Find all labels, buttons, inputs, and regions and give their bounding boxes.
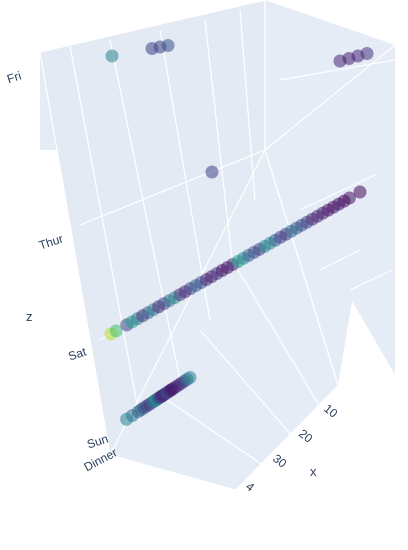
grid-line-vertical-4 xyxy=(204,19,233,261)
grid-line-right-0 xyxy=(264,44,396,151)
grid-lines xyxy=(39,0,396,491)
data-point-thur xyxy=(205,165,219,179)
z-axis-title: z xyxy=(26,309,33,324)
grid-line-vertical-5 xyxy=(239,9,256,201)
z-tick-fri: Fri xyxy=(5,69,23,87)
data-point-sat xyxy=(109,324,123,338)
grid-line-floor-0 xyxy=(109,454,236,491)
scene-right-wall xyxy=(265,0,395,385)
data-point-sun xyxy=(183,371,197,384)
data-point-fri xyxy=(360,47,374,60)
grid-line-right-5 xyxy=(349,269,393,291)
data-point-sat xyxy=(342,191,356,205)
grid-line-category-1 xyxy=(79,149,266,226)
grid-line-vertical-1 xyxy=(69,45,141,421)
grid-line-floor-4 xyxy=(264,149,339,386)
grid-line-right-2 xyxy=(279,59,396,81)
scene-side-wall xyxy=(40,0,265,455)
grid-line-right-3 xyxy=(299,174,376,211)
data-points xyxy=(104,39,374,426)
data-point-fri xyxy=(105,49,119,63)
z-tick-sat: Sat xyxy=(66,344,88,363)
z-tick-sun: Sun xyxy=(85,432,110,452)
grid-line-floor-1 xyxy=(159,394,271,471)
grid-line-vertical-0 xyxy=(39,51,111,456)
grid-line-vertical-3 xyxy=(159,29,211,321)
x-axis-title: x xyxy=(310,464,317,479)
data-point-fri xyxy=(161,39,175,52)
grid-line-category-0 xyxy=(39,0,266,53)
grid-line-floor-2 xyxy=(199,329,301,446)
grid-line-right-4 xyxy=(319,249,361,271)
grid-line-floor-3 xyxy=(234,264,326,416)
grid-line-vertical-2 xyxy=(109,39,181,381)
data-point-sat xyxy=(353,185,367,199)
grid-line-category-3 xyxy=(109,149,266,456)
